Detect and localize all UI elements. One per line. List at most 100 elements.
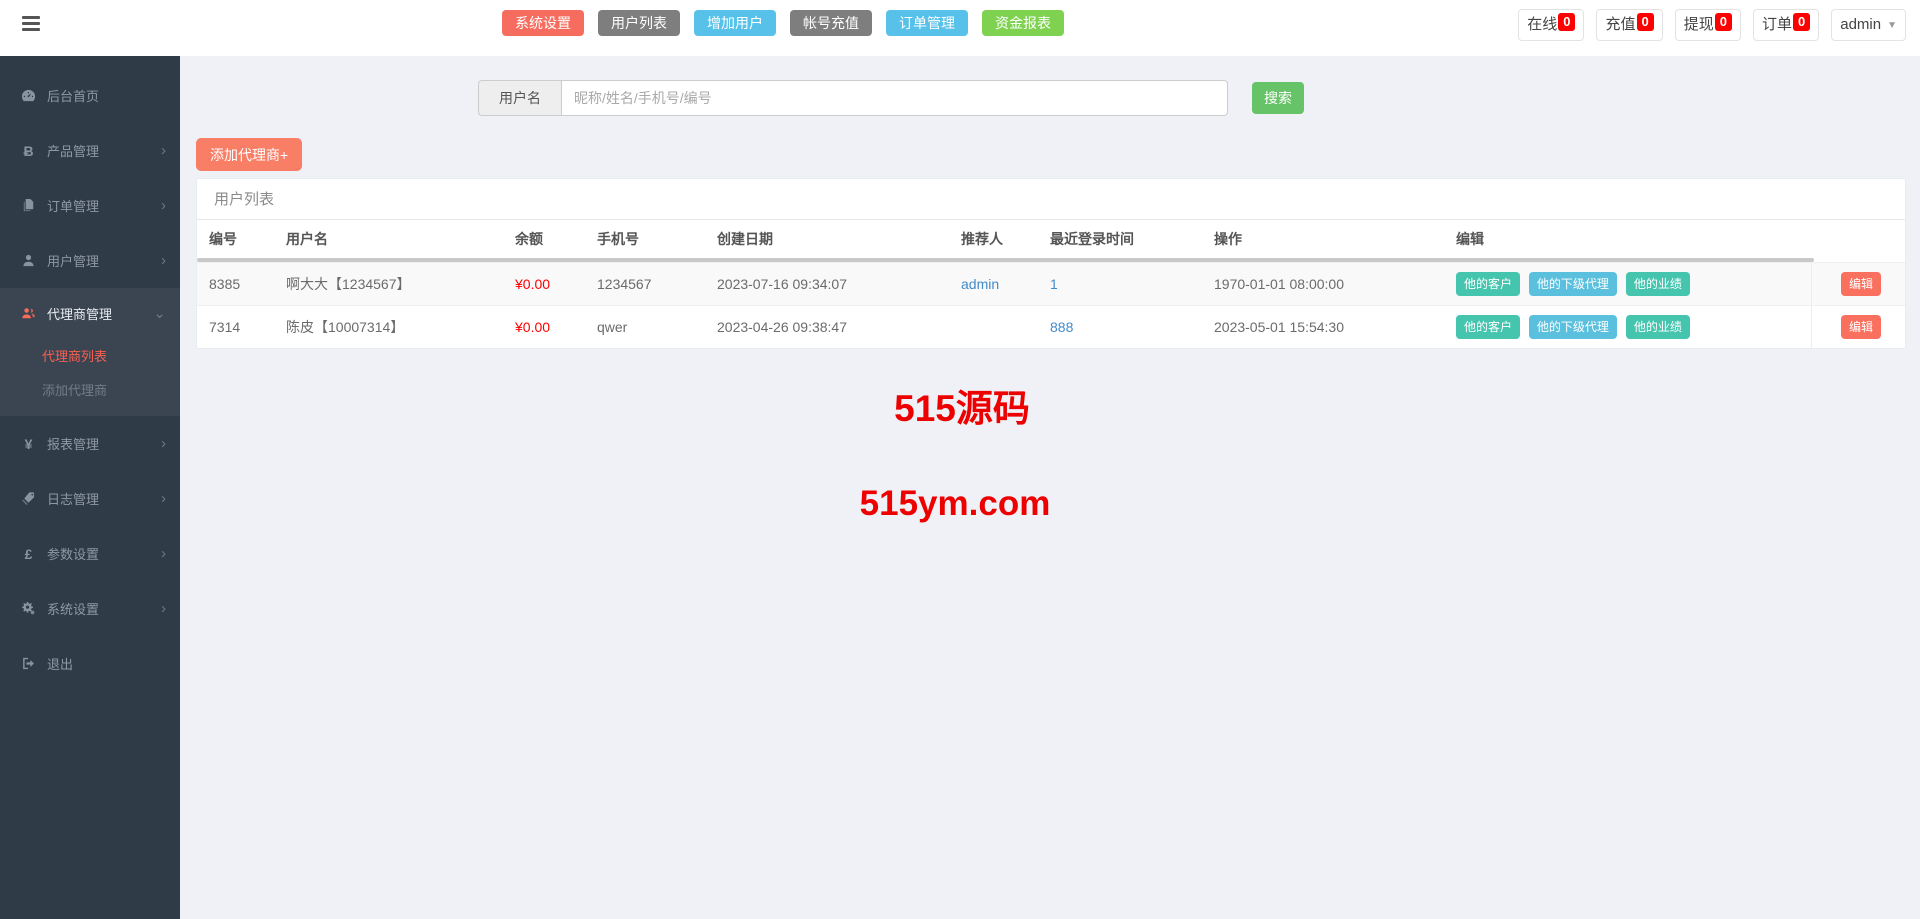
table-row: 7314 陈皮【10007314】 ¥0.00 qwer 2023-04-26 … xyxy=(197,305,1905,348)
cell-balance: ¥0.00 xyxy=(515,276,551,292)
sidebar-item-label: 退出 xyxy=(47,657,74,672)
watermark-text: 515源码 xyxy=(894,388,1030,429)
stat-recharge-count: 0 xyxy=(1636,13,1654,31)
sidebar-item-products[interactable]: Ƀ 产品管理 › xyxy=(0,123,180,178)
search-input[interactable] xyxy=(561,80,1228,116)
topbar-stats: 在线 0 充值 0 提现 0 订单 0 admin ▼ xyxy=(1518,9,1906,41)
his-sub-agents-button[interactable]: 他的下级代理 xyxy=(1528,272,1617,296)
sidebar-subitem-label: 添加代理商 xyxy=(42,382,108,398)
user-menu-dropdown[interactable]: admin ▼ xyxy=(1831,9,1906,41)
cell-phone: qwer xyxy=(597,319,628,335)
his-customers-button[interactable]: 他的客户 xyxy=(1456,315,1521,339)
sidebar-item-label: 后台首页 xyxy=(47,89,100,104)
nav-button-add-user[interactable]: 增加用户 xyxy=(694,10,776,36)
chevron-right-icon: › xyxy=(161,142,166,159)
column-header-edit: 编辑 xyxy=(1456,231,1484,247)
sidebar-subitem-agent-list[interactable]: 代理商列表 xyxy=(0,338,180,372)
sidebar-item-system-settings[interactable]: 系统设置 › xyxy=(0,581,180,636)
sidebar-item-label: 系统设置 xyxy=(47,602,100,617)
his-customers-button[interactable]: 他的客户 xyxy=(1456,272,1521,296)
cell-actions: 他的客户 他的下级代理 他的业绩 xyxy=(1456,315,1811,339)
stat-online[interactable]: 在线 0 xyxy=(1518,9,1585,41)
sidebar-subitem-add-agent[interactable]: 添加代理商 xyxy=(0,372,180,406)
stat-recharge[interactable]: 充值 0 xyxy=(1596,9,1663,41)
sidebar-item-label: 代理商管理 xyxy=(47,306,113,322)
chevron-right-icon: › xyxy=(161,600,166,617)
sidebar-item-dashboard[interactable]: 后台首页 xyxy=(0,68,180,123)
cell-referrer-link[interactable]: admin xyxy=(961,276,1000,292)
menu-icon[interactable] xyxy=(22,16,44,38)
user-menu-label: admin xyxy=(1840,16,1882,33)
chevron-down-icon: ⌄ xyxy=(153,304,166,322)
sidebar-item-label: 日志管理 xyxy=(47,492,100,507)
sidebar-item-logout[interactable]: 退出 xyxy=(0,636,180,691)
column-header-last-login: 最近登录时间 xyxy=(1050,231,1134,247)
sidebar-item-parameters[interactable]: £ 参数设置 › xyxy=(0,526,180,581)
pound-icon: £ xyxy=(24,545,33,562)
stat-withdraw-label: 提现 xyxy=(1683,16,1714,33)
search-button[interactable]: 搜索 xyxy=(1252,82,1304,114)
cell-operation: 1970-01-01 08:00:00 xyxy=(1214,276,1344,292)
sidebar-item-reports[interactable]: ¥ 报表管理 › xyxy=(0,416,180,471)
nav-button-system-settings[interactable]: 系统设置 xyxy=(502,10,584,36)
column-header-created: 创建日期 xyxy=(717,231,773,247)
cell-last-login-link[interactable]: 1 xyxy=(1050,276,1058,292)
sidebar-item-agents[interactable]: 代理商管理 ⌄ xyxy=(0,288,180,338)
sidebar-item-label: 用户管理 xyxy=(47,254,100,269)
chevron-right-icon: › xyxy=(161,490,166,507)
search-group: 用户名 xyxy=(478,80,1228,116)
stat-orders-count: 0 xyxy=(1793,13,1811,31)
column-header-id: 编号 xyxy=(209,231,237,247)
sidebar-item-label: 报表管理 xyxy=(47,437,100,452)
chevron-right-icon: › xyxy=(161,197,166,214)
topbar-quick-nav: 系统设置 用户列表 增加用户 帐号充值 订单管理 资金报表 xyxy=(502,10,1064,36)
table-header-row: 编号 用户名 余额 手机号 创建日期 推荐人 最近登录时间 操作 编辑 xyxy=(197,220,1905,258)
add-agent-button[interactable]: 添加代理商+ xyxy=(196,138,303,171)
main-content: 用户名 搜索 添加代理商+ 用户列表 编号 用户名 余额 手机号 创建日期 推荐… xyxy=(180,56,1920,919)
sidebar-item-label: 参数设置 xyxy=(47,547,100,562)
stat-orders[interactable]: 订单 0 xyxy=(1752,9,1820,41)
stat-withdraw[interactable]: 提现 0 xyxy=(1674,9,1741,41)
chevron-right-icon: › xyxy=(161,545,166,562)
column-header-referrer: 推荐人 xyxy=(961,231,1003,247)
bitcoin-icon: Ƀ xyxy=(23,142,34,159)
cell-edit: 编辑 xyxy=(1811,306,1895,348)
tags-icon xyxy=(20,491,37,506)
nav-button-order-management[interactable]: 订单管理 xyxy=(886,10,968,36)
cell-id: 8385 xyxy=(209,276,241,292)
table-row: 8385 啊大大【1234567】 ¥0.00 1234567 2023-07-… xyxy=(197,262,1905,305)
nav-button-funds-report[interactable]: 资金报表 xyxy=(982,10,1064,36)
nav-button-account-recharge[interactable]: 帐号充值 xyxy=(790,10,872,36)
horizontal-scrollbar[interactable] xyxy=(197,258,1814,262)
his-performance-button[interactable]: 他的业绩 xyxy=(1625,272,1690,296)
stat-withdraw-count: 0 xyxy=(1714,13,1732,31)
stat-online-label: 在线 xyxy=(1527,16,1558,33)
search-addon-label: 用户名 xyxy=(478,80,561,116)
chevron-right-icon: › xyxy=(161,435,166,452)
panel-title: 用户列表 xyxy=(197,179,1905,220)
cell-last-login-link[interactable]: 888 xyxy=(1050,319,1074,335)
sidebar-item-users[interactable]: 用户管理 › xyxy=(0,233,180,288)
sidebar-group-agents: 代理商管理 ⌄ 代理商列表 添加代理商 xyxy=(0,288,180,416)
nav-button-user-list[interactable]: 用户列表 xyxy=(598,10,680,36)
edit-button[interactable]: 编辑 xyxy=(1840,315,1881,339)
his-sub-agents-button[interactable]: 他的下级代理 xyxy=(1528,315,1617,339)
cell-id: 7314 xyxy=(209,319,241,335)
edit-button[interactable]: 编辑 xyxy=(1840,272,1881,296)
cell-actions: 他的客户 他的下级代理 他的业绩 xyxy=(1456,272,1811,296)
watermark-url: 515ym.com xyxy=(859,484,1051,523)
column-header-operation: 操作 xyxy=(1214,231,1242,247)
his-performance-button[interactable]: 他的业绩 xyxy=(1625,315,1690,339)
files-icon xyxy=(20,198,37,213)
cell-operation: 2023-05-01 15:54:30 xyxy=(1214,319,1344,335)
sidebar-item-logs[interactable]: 日志管理 › xyxy=(0,471,180,526)
cell-created: 2023-04-26 09:38:47 xyxy=(717,319,847,335)
cell-created: 2023-07-16 09:34:07 xyxy=(717,276,847,292)
chevron-down-icon: ▼ xyxy=(1887,20,1897,31)
cell-username: 陈皮【10007314】 xyxy=(286,319,405,335)
logout-icon xyxy=(20,656,37,671)
sidebar-item-label: 订单管理 xyxy=(47,199,100,214)
sidebar-item-orders[interactable]: 订单管理 › xyxy=(0,178,180,233)
cell-username: 啊大大【1234567】 xyxy=(286,276,411,292)
